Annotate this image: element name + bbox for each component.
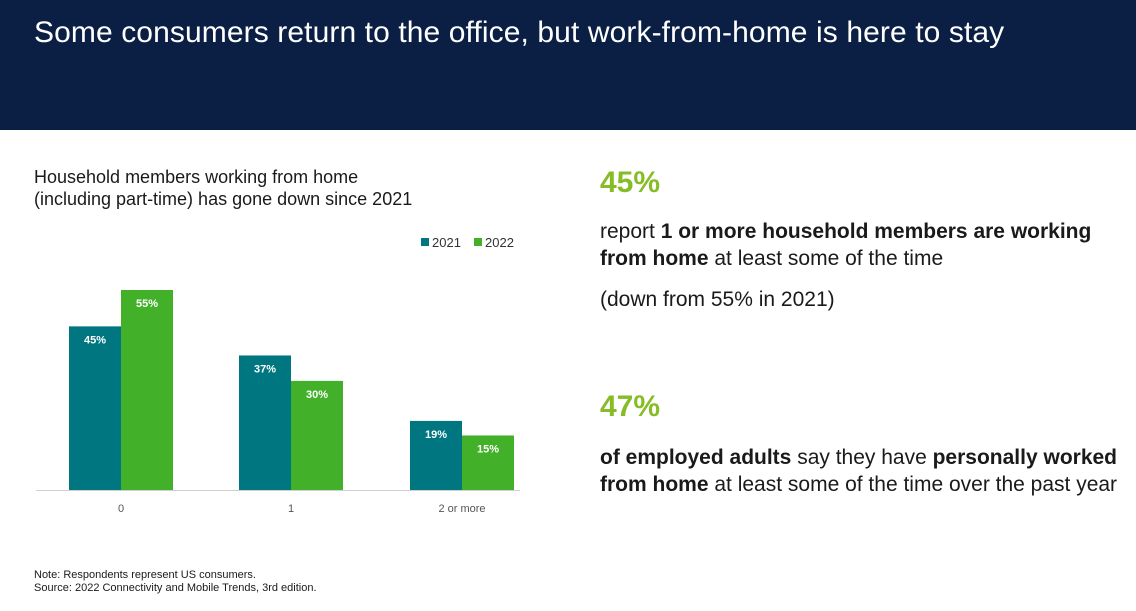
page-title: Some consumers return to the office, but… bbox=[34, 16, 1005, 49]
data-label-2021-0: 45% bbox=[84, 334, 106, 346]
data-label-2022-1: 30% bbox=[306, 389, 328, 401]
stat-2-text-post: at least some of the time over the past … bbox=[708, 473, 1118, 496]
x-tick-label-1: 1 bbox=[288, 503, 294, 515]
chart-title-line-1: Household members working from home bbox=[34, 167, 359, 187]
stat-2-description: of employed adults say they have persona… bbox=[600, 444, 1120, 498]
stat-1-description: report 1 or more household members are w… bbox=[600, 218, 1120, 272]
chart-title-line-2: (including part-time) has gone down sinc… bbox=[34, 189, 413, 209]
footnote-note: Note: Respondents represent US consumers… bbox=[34, 569, 256, 581]
stat-2-value: 47% bbox=[600, 390, 661, 423]
stat-1-note: (down from 55% in 2021) bbox=[600, 288, 835, 311]
bar-2021-0 bbox=[69, 326, 121, 490]
data-label-2021-2: 19% bbox=[425, 429, 447, 441]
stat-1-text-pre: report bbox=[600, 220, 661, 243]
bar-2021-2 bbox=[410, 420, 462, 490]
bar-2022-0 bbox=[121, 290, 173, 490]
legend-swatch-2021 bbox=[421, 238, 429, 246]
legend-swatch-2022 bbox=[474, 238, 482, 246]
data-label-2021-1: 37% bbox=[254, 363, 276, 375]
stat-1-value: 45% bbox=[600, 166, 661, 199]
bar-2022-1 bbox=[291, 380, 343, 490]
chart-title: Household members working from home (inc… bbox=[34, 166, 504, 210]
stat-2-text-bold-2: personally worked from home bbox=[600, 446, 1118, 496]
data-label-2022-0: 55% bbox=[136, 298, 158, 310]
stat-2-text-bold-1: of employed adults bbox=[600, 446, 792, 469]
stat-1-text-post: at least some of the time bbox=[708, 247, 944, 270]
bar-2022-2 bbox=[462, 435, 514, 490]
bar-2021-1 bbox=[239, 355, 291, 490]
data-label-2022-2: 15% bbox=[477, 443, 499, 455]
legend-label-2021: 2021 bbox=[432, 235, 461, 250]
stat-1-text-bold: 1 or more household members are working … bbox=[600, 220, 1092, 270]
stat-2-text-mid: say they have bbox=[791, 446, 933, 469]
footnote-source: Source: 2022 Connectivity and Mobile Tre… bbox=[34, 582, 317, 594]
footnote: Note: Respondents represent US consumers… bbox=[34, 569, 317, 595]
header-banner: Some consumers return to the office, but… bbox=[0, 0, 1136, 130]
legend-label-2022: 2022 bbox=[485, 235, 514, 250]
x-tick-label-2: 2 or more bbox=[438, 503, 485, 515]
x-tick-label-0: 0 bbox=[118, 503, 124, 515]
bar-chart: 45% 55% 0 37% 30% 1 19% 15% 2 or more 2021 2022 bbox=[36, 235, 520, 515]
